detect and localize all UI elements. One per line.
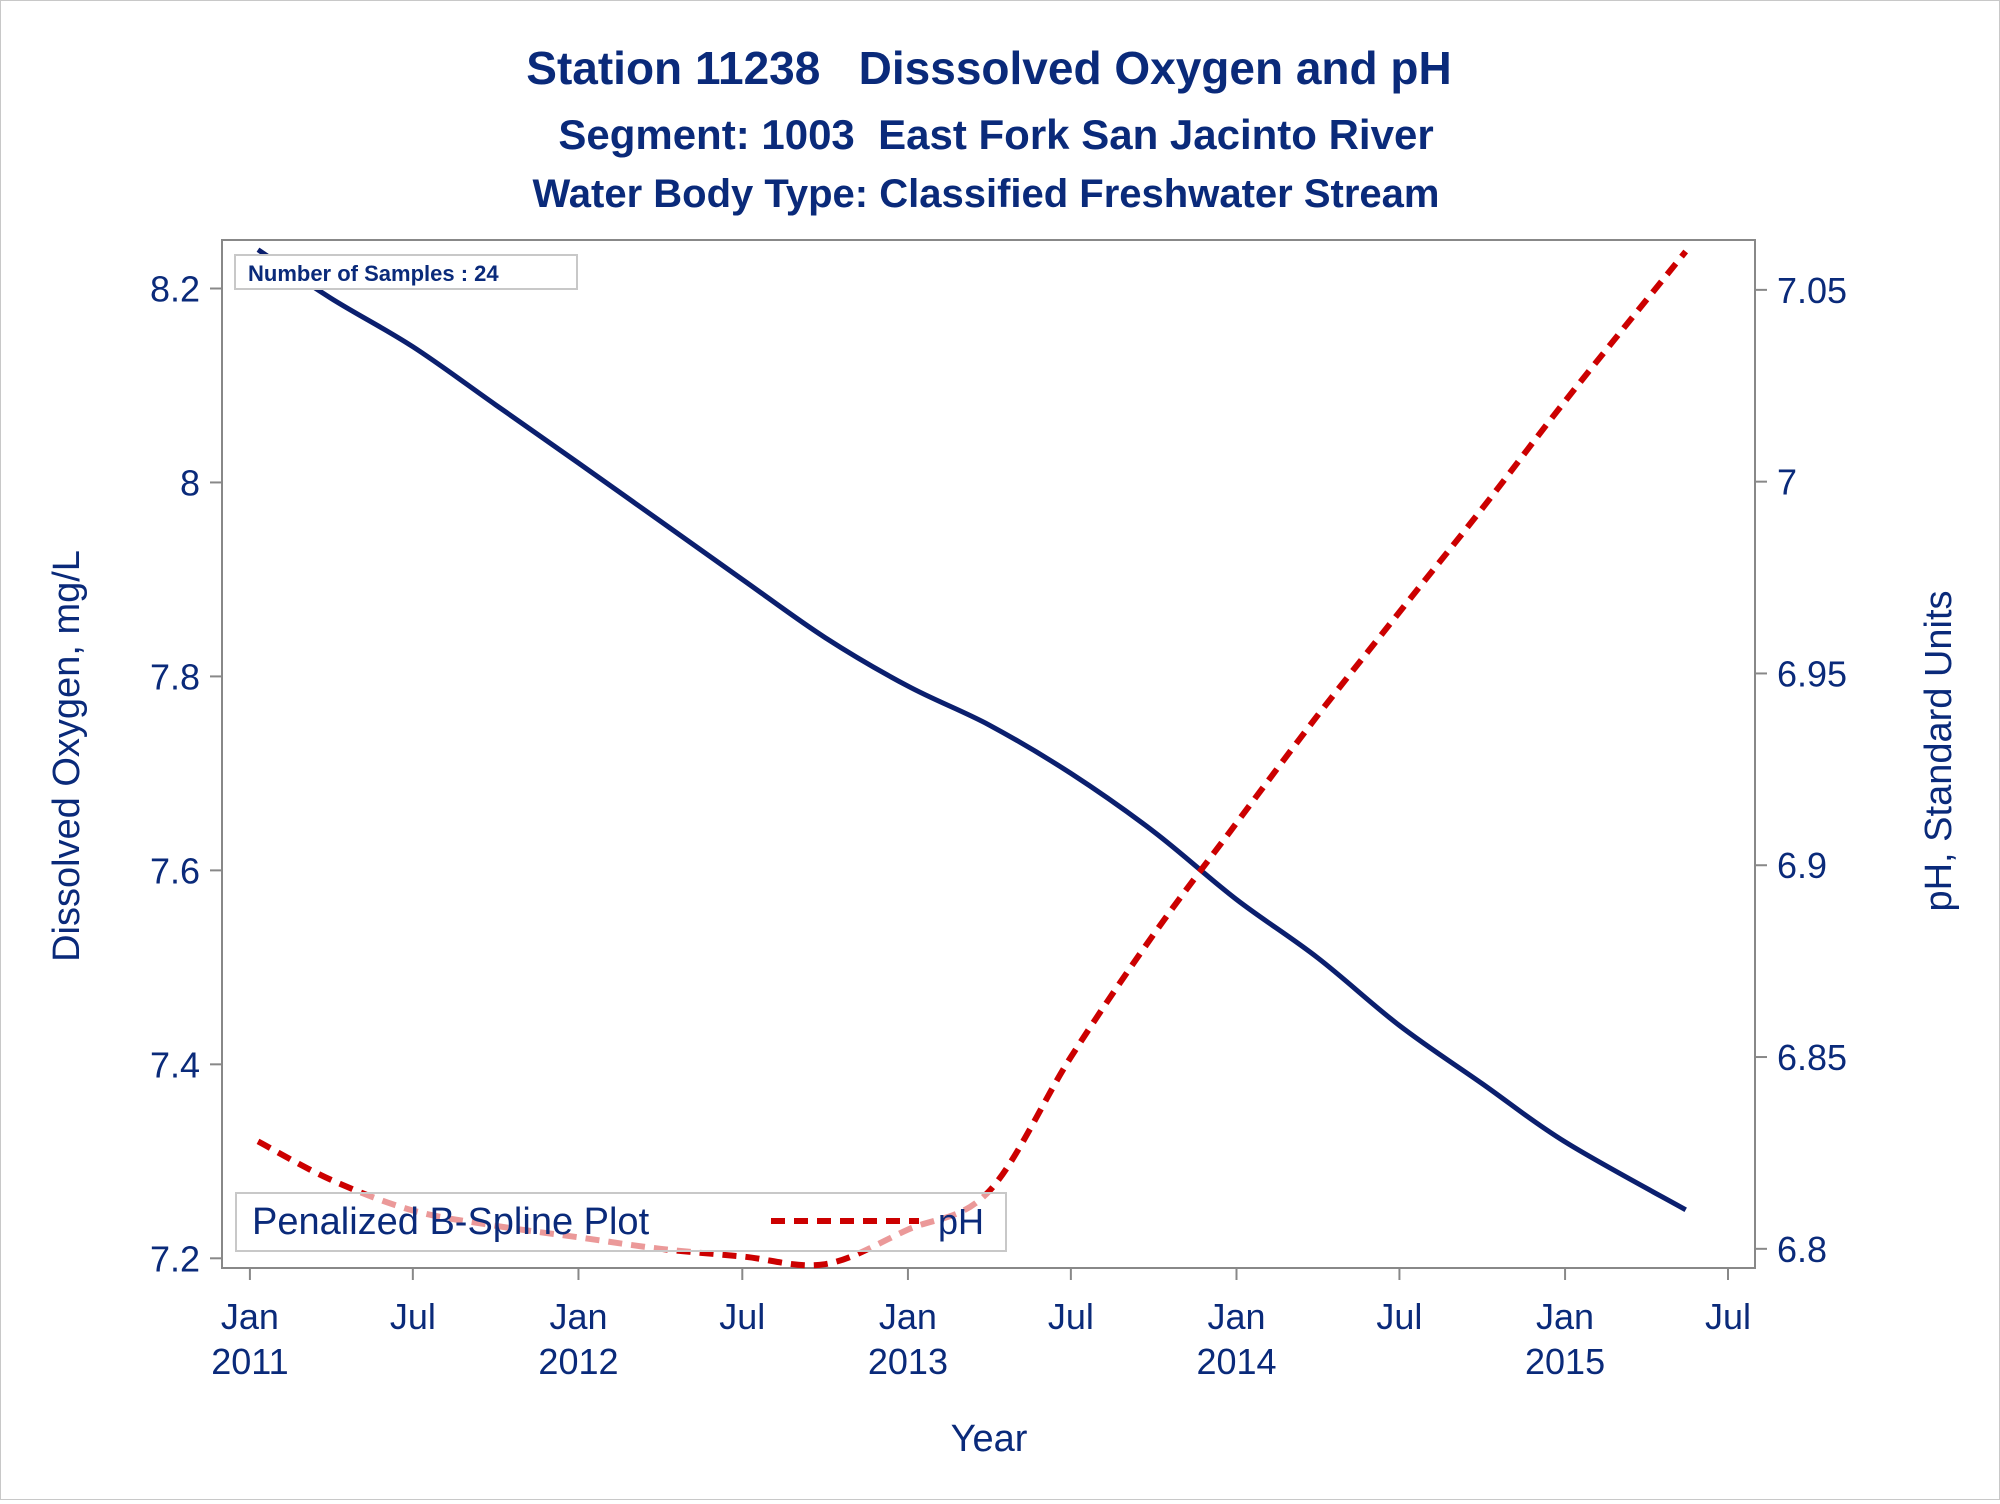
x-tick-label: Jan <box>879 1296 937 1337</box>
y2-tick-label: 6.95 <box>1777 653 1847 694</box>
y-axis-label: Dissolved Oxygen, mg/L <box>46 550 88 962</box>
legend: Penalized B-Spline Plot pH <box>235 1192 1007 1252</box>
chart-subtitle-2: Water Body Type: Classified Freshwater S… <box>533 172 1440 216</box>
x-tick-label: Jan <box>1207 1296 1265 1337</box>
y-tick-label: 7.4 <box>150 1044 200 1085</box>
inset-label: Number of Samples : 24 <box>248 261 499 286</box>
x-tick-label: Jan <box>549 1296 607 1337</box>
x-tick-year-label: 2011 <box>211 1341 288 1382</box>
x-tick-year-label: 2012 <box>538 1341 618 1382</box>
chart-subtitle: Segment: 1003 East Fork San Jacinto Rive… <box>558 111 1433 158</box>
y2-tick-label: 6.8 <box>1777 1229 1827 1270</box>
chart-title: Station 11238 Disssolved Oxygen and pH <box>526 42 1451 94</box>
x-tick-label: Jan <box>221 1296 279 1337</box>
x-tick-label: Jul <box>1048 1296 1094 1337</box>
y2-axis: 6.8 6.85 6.9 6.95 7 7.05 <box>1755 270 1847 1270</box>
legend-box <box>235 1192 1007 1252</box>
y2-tick-label: 6.9 <box>1777 845 1827 886</box>
series-ph-line <box>256 249 1689 1269</box>
inset-box <box>234 254 578 290</box>
x-axis-label: Year <box>951 1418 1028 1460</box>
y2-tick-label: 7 <box>1777 462 1797 503</box>
y-axis: 7.2 7.4 7.6 7.8 8 8.2 <box>150 268 222 1279</box>
y-tick-label: 7.8 <box>150 656 200 697</box>
x-tick-label: Jul <box>1376 1296 1422 1337</box>
x-tick-year-label: 2015 <box>1525 1341 1605 1382</box>
plot-area <box>221 239 1756 1269</box>
x-tick-year-label: 2014 <box>1196 1341 1276 1382</box>
x-tick-label: Jul <box>1705 1296 1751 1337</box>
series-layer <box>256 247 1689 1269</box>
y2-axis-label: pH, Standard Units <box>1918 590 1960 911</box>
y-tick-label: 7.2 <box>150 1238 200 1279</box>
sample-count-inset: Number of Samples : 24 <box>234 254 578 290</box>
series-dissolved-oxygen-line <box>256 247 1687 1212</box>
y-tick-label: 7.6 <box>150 850 200 891</box>
legend-title: Penalized B-Spline Plot <box>252 1201 650 1243</box>
x-tick-label: Jan <box>1536 1296 1594 1337</box>
x-tick-year-label: 2013 <box>868 1341 948 1382</box>
y2-tick-label: 7.05 <box>1777 270 1847 311</box>
x-tick-label: Jul <box>390 1296 436 1337</box>
y-tick-label: 8.2 <box>150 268 200 309</box>
y2-tick-label: 6.85 <box>1777 1037 1847 1078</box>
x-tick-label: Jul <box>719 1296 765 1337</box>
legend-entry-ph: pH <box>938 1201 984 1242</box>
y-tick-label: 8 <box>180 462 200 503</box>
